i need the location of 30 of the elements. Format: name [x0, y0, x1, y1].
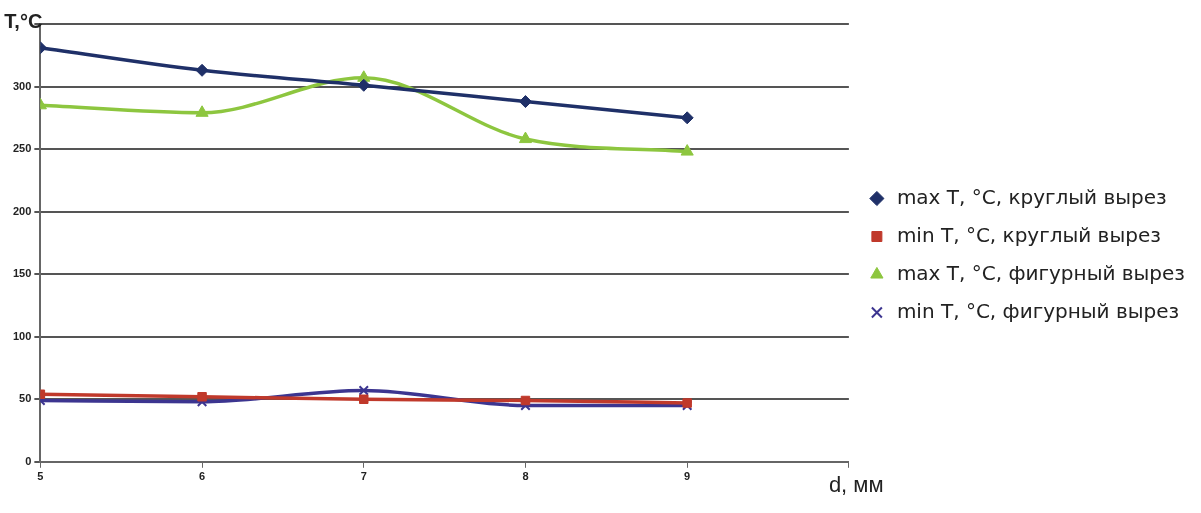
point	[195, 63, 209, 77]
point	[680, 144, 694, 156]
y-tick-label: 300	[12, 79, 32, 92]
x-tick-label: 7	[360, 470, 367, 483]
legend-label: min T, °C, фигурный вырез	[896, 298, 1180, 323]
legend-label: min T, °C, круглый вырез	[896, 222, 1161, 247]
x-tick-label: 8	[522, 470, 529, 483]
point	[357, 70, 371, 82]
y-tick-label: 50	[19, 392, 32, 405]
point	[518, 131, 533, 144]
x-tick-label: 9	[684, 470, 691, 483]
x-axis-title: d, мм	[828, 471, 884, 497]
y-tick-label: 0	[25, 454, 32, 467]
point	[518, 95, 532, 109]
legend-label: max T, °C, фигурный вырез	[896, 260, 1186, 285]
x-tick-label: 6	[199, 470, 206, 483]
y-axis-title: T,°C	[4, 9, 43, 32]
y-tick-label: 100	[12, 329, 32, 342]
point	[197, 392, 207, 402]
point	[357, 78, 371, 92]
point	[359, 394, 369, 404]
point	[520, 395, 531, 406]
point	[358, 385, 370, 396]
x-tick-label: 5	[37, 470, 44, 483]
y-tick-label: 250	[12, 142, 32, 155]
point	[680, 111, 694, 125]
legend-label: max T, °C, круглый вырез	[896, 184, 1167, 209]
y-tick-label: 200	[12, 204, 32, 217]
point	[195, 105, 209, 117]
y-tick-label: 150	[12, 267, 32, 280]
